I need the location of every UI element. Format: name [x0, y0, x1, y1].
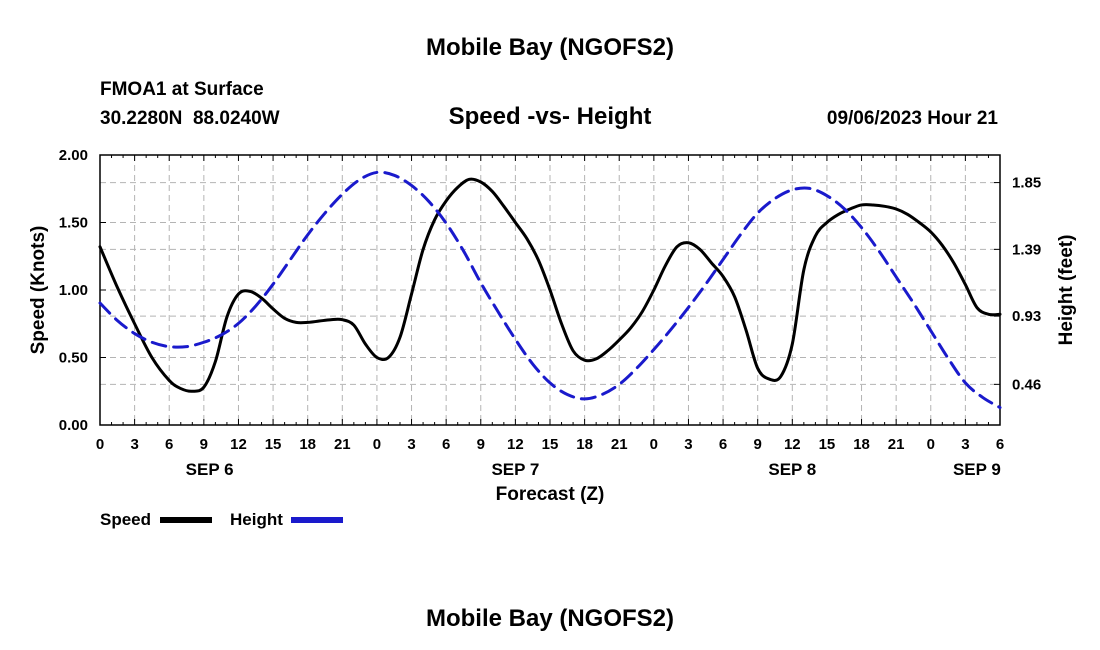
forecast-timestamp: 09/06/2023 Hour 21: [827, 108, 999, 129]
chart-subtitle: Speed -vs- Height: [449, 103, 652, 130]
x-tick-label: 15: [542, 436, 559, 453]
x-tick-label: 15: [265, 436, 282, 453]
x-tick-label: 21: [888, 436, 905, 453]
x-tick-label: 0: [927, 436, 935, 453]
y-tick-label: 0.50: [59, 350, 88, 367]
x-tick-label: 18: [853, 436, 870, 453]
legend: Speed Height: [100, 510, 343, 529]
x-tick-label: 6: [719, 436, 727, 453]
plot-axes: [99, 154, 1001, 426]
x-tick-label: 3: [961, 436, 969, 453]
x-date-label: SEP 9: [953, 460, 1001, 479]
x-tick-label: 9: [477, 436, 485, 453]
data-series: [98, 170, 1002, 410]
y-tick-label: 0.00: [59, 417, 88, 434]
series-line-height: [98, 170, 1002, 410]
legend-label-speed: Speed: [100, 510, 151, 529]
y-axis-title: Speed (Knots): [28, 226, 49, 355]
x-tick-label: 6: [165, 436, 173, 453]
y2-tick-label: 1.39: [1012, 241, 1041, 258]
x-date-label: SEP 7: [491, 460, 539, 479]
y2-tick-label: 0.93: [1012, 308, 1041, 325]
x-tick-label: 15: [819, 436, 836, 453]
x-tick-label: 0: [96, 436, 104, 453]
chart-title: Mobile Bay (NGOFS2): [426, 34, 674, 61]
x-date-label: SEP 6: [186, 460, 234, 479]
x-tick-label: 21: [611, 436, 628, 453]
x-tick-label: 9: [200, 436, 208, 453]
x-tick-label: 0: [650, 436, 658, 453]
x-axis-title: Forecast (Z): [496, 484, 605, 505]
x-tick-label: 21: [334, 436, 351, 453]
y2-tick-label: 1.85: [1012, 175, 1041, 192]
station-coordinates: 30.2280N 88.0240W: [100, 108, 280, 129]
x-tick-label: 12: [230, 436, 247, 453]
x-tick-label: 3: [407, 436, 415, 453]
y2-axis-title: Height (feet): [1056, 235, 1077, 346]
x-tick-label: 12: [784, 436, 801, 453]
x-tick-label: 6: [442, 436, 450, 453]
x-tick-label: 0: [373, 436, 381, 453]
y-tick-label: 1.00: [59, 282, 88, 299]
x-date-label: SEP 8: [768, 460, 816, 479]
y-tick-label: 1.50: [59, 215, 88, 232]
footer-title: Mobile Bay (NGOFS2): [426, 605, 674, 632]
x-tick-label: 12: [507, 436, 524, 453]
x-tick-label: 6: [996, 436, 1004, 453]
series-line-speed: [98, 177, 1002, 393]
x-tick-label: 9: [754, 436, 762, 453]
station-name: FMOA1 at Surface: [100, 79, 264, 100]
legend-label-height: Height: [230, 510, 283, 529]
y2-tick-label: 0.46: [1012, 376, 1041, 393]
y-tick-label: 2.00: [59, 147, 88, 164]
x-tick-label: 3: [130, 436, 138, 453]
x-tick-label: 3: [684, 436, 692, 453]
axis-labels: 0 3 6 9 12 15 18 21 0 3 6 9 12 15 18 21 0 3 6 9 12 15 18 21 0 3 6 0…: [59, 147, 1041, 479]
x-tick-label: 18: [299, 436, 316, 453]
x-tick-label: 18: [576, 436, 593, 453]
